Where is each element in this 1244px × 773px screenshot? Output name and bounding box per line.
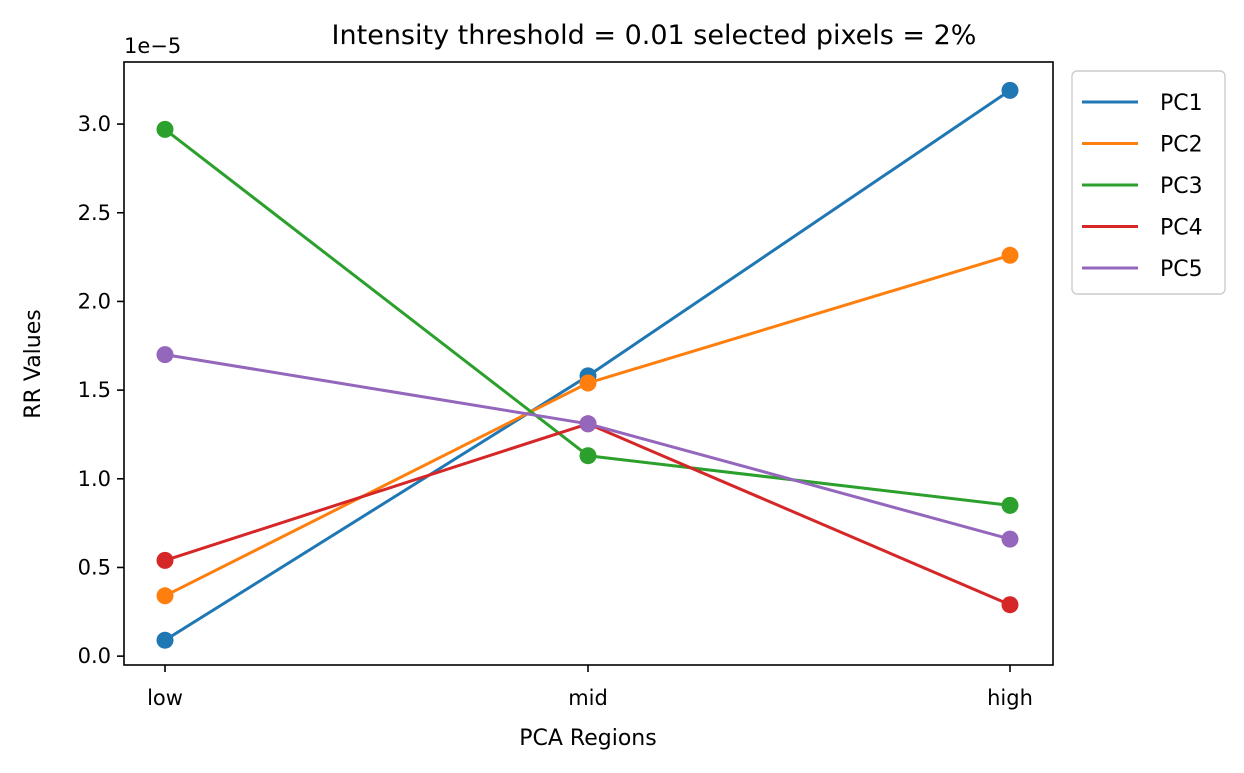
data-point-pc5-mid — [580, 415, 597, 432]
y-tick-label: 0.5 — [78, 555, 111, 579]
x-axis-label: PCA Regions — [519, 726, 656, 751]
y-tick-label: 1.5 — [78, 378, 111, 402]
series-line-pc1 — [165, 90, 1010, 640]
y-tick-label: 2.0 — [78, 289, 111, 313]
data-point-pc3-low — [157, 121, 174, 138]
data-point-pc3-high — [1002, 497, 1019, 514]
y-axis-label: RR Values — [21, 309, 46, 418]
y-tick-label: 1.0 — [78, 467, 111, 491]
data-point-pc2-mid — [580, 375, 597, 392]
plot-frame — [124, 62, 1053, 665]
legend-label-pc2: PC2 — [1160, 133, 1203, 158]
y-tick-label: 3.0 — [78, 112, 111, 136]
x-tick-label: high — [987, 686, 1033, 710]
chart-title: Intensity threshold = 0.01 selected pixe… — [332, 20, 977, 51]
data-point-pc2-low — [157, 587, 174, 604]
data-point-pc5-low — [157, 346, 174, 363]
data-point-pc1-low — [157, 632, 174, 649]
data-point-pc4-high — [1002, 596, 1019, 613]
y-offset-text: 1e−5 — [124, 34, 181, 58]
x-tick-label: low — [147, 686, 183, 710]
data-point-pc1-high — [1002, 82, 1019, 99]
data-point-pc2-high — [1002, 247, 1019, 264]
x-axis: low mid high — [147, 665, 1033, 710]
legend-label-pc3: PC3 — [1160, 174, 1203, 199]
legend: PC1 PC2 PC3 PC4 PC5 — [1072, 71, 1225, 294]
y-tick-label: 0.0 — [78, 644, 111, 668]
x-tick-label: mid — [568, 686, 608, 710]
legend-label-pc1: PC1 — [1160, 91, 1203, 116]
data-point-pc3-mid — [580, 447, 597, 464]
data-point-pc4-low — [157, 552, 174, 569]
legend-label-pc4: PC4 — [1160, 216, 1203, 241]
y-axis: 0.0 0.5 1.0 1.5 2.0 2.5 3.0 — [78, 112, 124, 668]
legend-label-pc5: PC5 — [1160, 257, 1203, 282]
data-point-pc5-high — [1002, 531, 1019, 548]
y-tick-label: 2.5 — [78, 201, 111, 225]
plot-lines — [165, 90, 1010, 640]
